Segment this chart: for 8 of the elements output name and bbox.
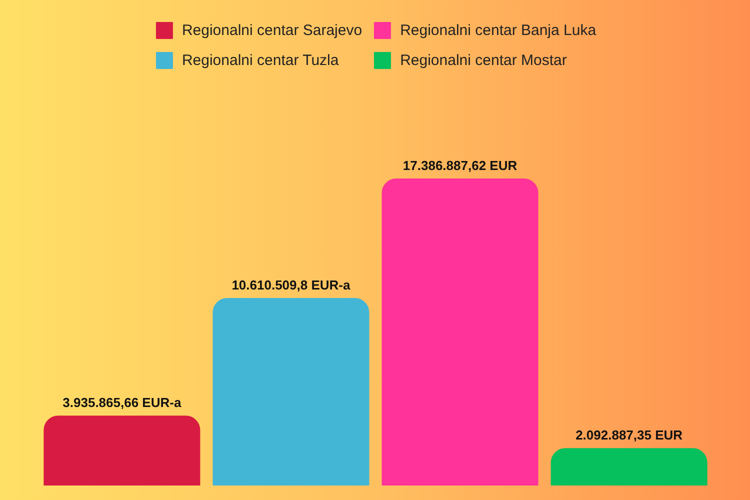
legend-label: Regionalni centar Tuzla — [182, 52, 339, 68]
data-label: 2.092.887,35 EUR — [576, 428, 684, 443]
data-label: 3.935.865,66 EUR-a — [62, 395, 182, 410]
data-label: 10.610.509,8 EUR-a — [232, 277, 352, 292]
legend-label: Regionalni centar Sarajevo — [182, 22, 362, 38]
legend-label: Regionalni centar Banja Luka — [400, 22, 596, 38]
data-label: 17.386.887,62 EUR — [402, 158, 518, 174]
legend-label: Regionalni centar Mostar — [400, 52, 567, 68]
